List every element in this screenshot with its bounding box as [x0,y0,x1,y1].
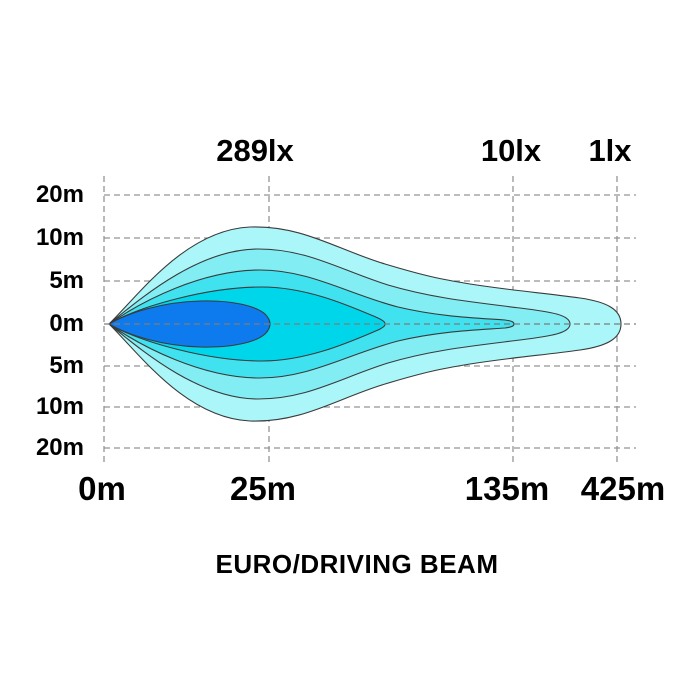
lux-label-10lx: 10lx [480,133,542,168]
y-axis-label-5m-top: 5m [49,267,84,294]
y-axis-label-0m: 0m [49,310,84,337]
lux-label-289lx: 289lx [216,133,294,168]
y-axis-label-20m-top: 20m [35,181,84,208]
x-axis-label-0m: 0m [78,470,126,507]
x-axis-label-25m: 25m [229,470,297,507]
y-axis-label-10m-bottom: 10m [35,393,84,420]
y-axis-label-10m-top: 10m [35,224,84,251]
chart-title: EURO/DRIVING BEAM [215,549,499,579]
y-axis-label-5m-bottom: 5m [49,352,84,379]
lux-label-1lx: 1lx [588,133,632,168]
x-axis-label-135m: 135m [464,470,550,507]
x-axis-label-425m: 425m [580,470,666,507]
y-axis-label-20m-bottom: 20m [35,434,84,461]
